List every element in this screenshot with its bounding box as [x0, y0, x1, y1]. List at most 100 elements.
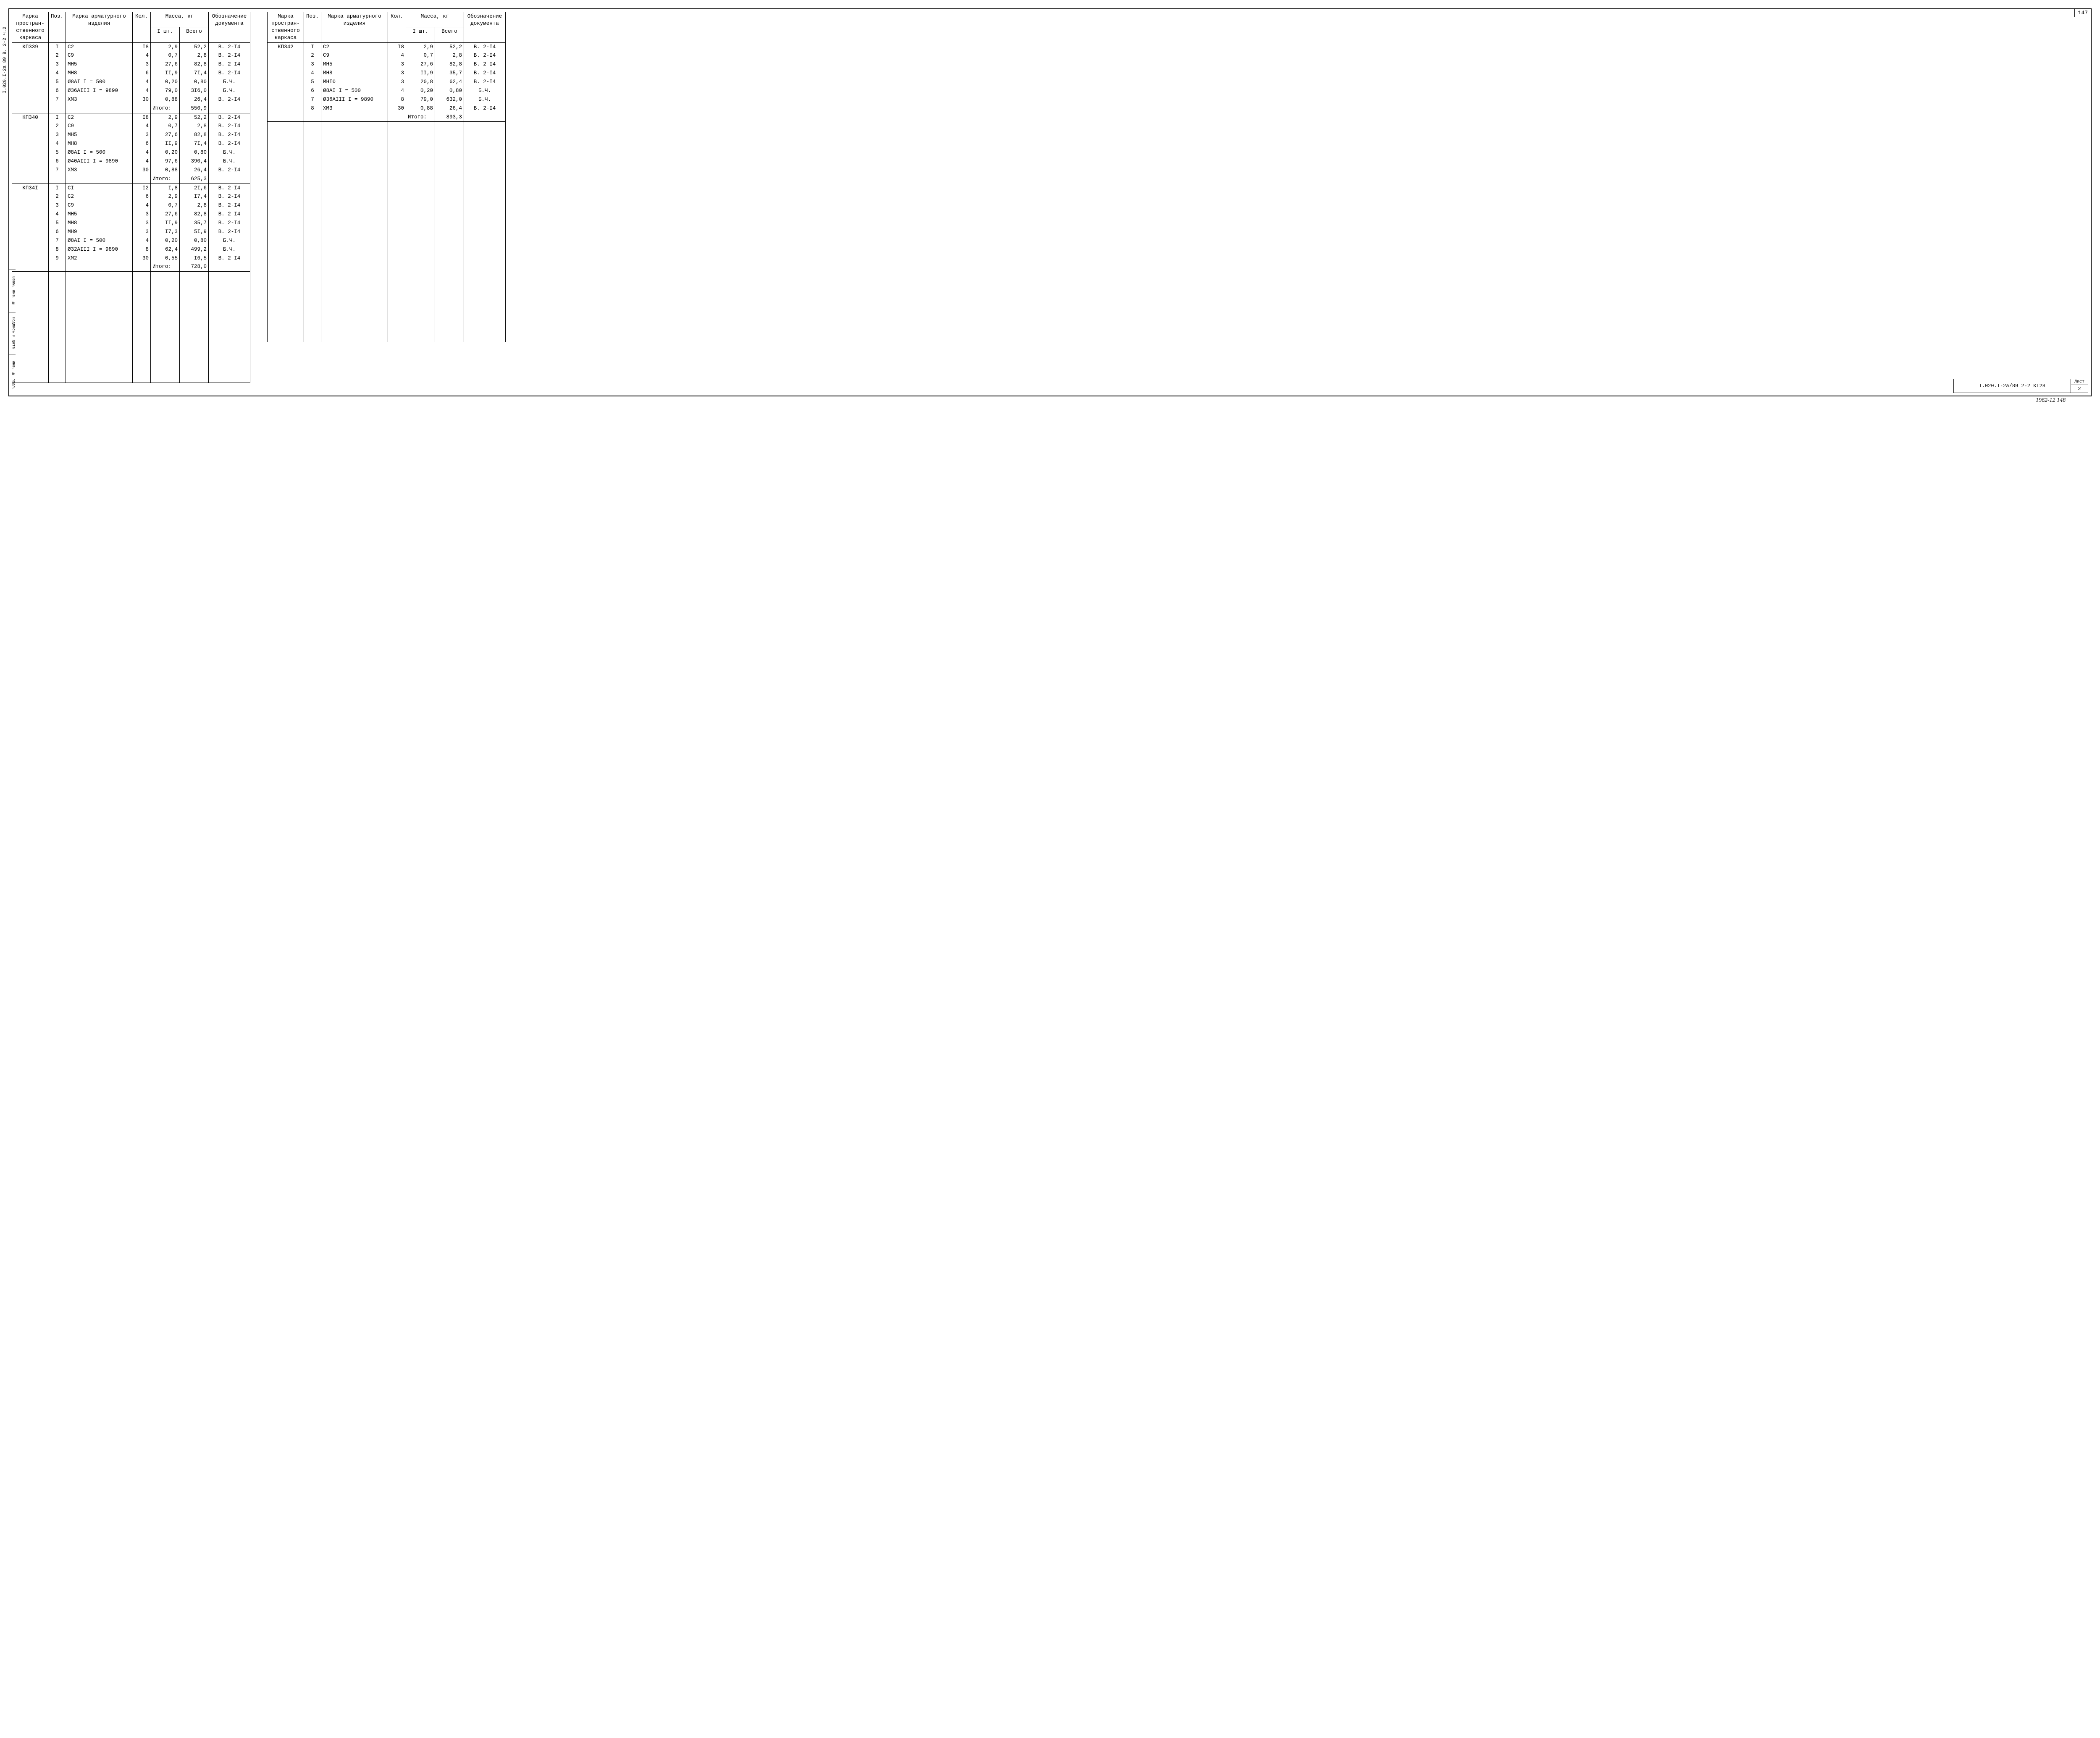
cell-massa-total: 52,2 [180, 42, 209, 51]
drawing-sheet: 147 І.020.І-2а 89 В. 2-2 ч.2 Взам. инв. … [8, 8, 2092, 396]
th-massa-unit: І шт. [406, 27, 435, 42]
cell-doc: В. 2-І4 [209, 201, 250, 210]
cell-kol: 3 [133, 228, 151, 236]
cell-doc: В. 2-І4 [209, 228, 250, 236]
cell-poz: 7 [49, 166, 66, 175]
cell-doc: Б.Ч. [209, 78, 250, 87]
cell-massa-unit: 79,0 [406, 95, 435, 104]
cell-kol: І8 [133, 42, 151, 51]
cell-empty [180, 272, 209, 383]
th-marka-karkasa: Марка простран-ственного каркаса [12, 12, 49, 43]
cell-izd: С2 [66, 113, 133, 122]
cell-massa-total: 2І,6 [180, 183, 209, 192]
cell-massa-total: 52,2 [180, 113, 209, 122]
cell-massa-total: 0,80 [180, 78, 209, 87]
cell-kol: І8 [388, 42, 406, 51]
cell-poz: 6 [49, 157, 66, 166]
table-body-right: КП342ІС2І82,952,2В. 2-І42С940,72,8В. 2-І… [268, 42, 506, 342]
cell-massa-total: 499,2 [180, 245, 209, 254]
cell-doc: В. 2-І4 [464, 42, 506, 51]
cell-empty [49, 104, 66, 113]
cell-izd: С2 [321, 42, 388, 51]
cell-empty [49, 262, 66, 271]
th-massa: Масса, кг [406, 12, 464, 27]
cell-itogo-value: 625,3 [180, 175, 209, 183]
page-number-top: 147 [2074, 8, 2092, 17]
th-massa-total: Всего [180, 27, 209, 42]
cell-izd: МН5 [66, 210, 133, 219]
cell-kol: І2 [133, 183, 151, 192]
th-kol: Кол. [133, 12, 151, 43]
cell-massa-unit: 2,9 [151, 113, 180, 122]
cell-doc: В. 2-І4 [209, 254, 250, 263]
cell-massa-unit: 0,7 [151, 122, 180, 131]
cell-empty [388, 113, 406, 122]
margin-label: Инв. № подл. [9, 354, 16, 396]
table-row: КП339ІС2І82,952,2В. 2-І4 [12, 42, 250, 51]
cell-izd: С9 [66, 122, 133, 131]
cell-doc: В. 2-І4 [209, 192, 250, 201]
cell-empty [304, 122, 321, 342]
cell-massa-unit: 0,88 [151, 95, 180, 104]
table-pad-row [268, 122, 506, 342]
cell-kol: 30 [388, 104, 406, 113]
cell-empty [133, 104, 151, 113]
cell-empty [209, 272, 250, 383]
cell-massa-total: 0,80 [180, 236, 209, 245]
cell-empty [388, 122, 406, 342]
cell-poz: 4 [49, 139, 66, 148]
group-name-cell: КП342 [268, 42, 304, 122]
cell-kol: 4 [133, 78, 151, 87]
cell-kol: 3 [388, 60, 406, 69]
cell-doc: В. 2-І4 [209, 51, 250, 60]
spec-table-left: Марка простран-ственного каркаса Поз. Ма… [12, 12, 250, 383]
cell-massa-total: 2,8 [435, 51, 464, 60]
cell-poz: 5 [49, 148, 66, 157]
spec-table-right: Марка простран-ственного каркаса Поз. Ма… [267, 12, 506, 342]
cell-massa-total: 82,8 [180, 210, 209, 219]
cell-izd: Ø40АІІІ І = 9890 [66, 157, 133, 166]
cell-izd: МН5 [321, 60, 388, 69]
cell-izd: МН9 [66, 228, 133, 236]
cell-izd: МН8 [321, 69, 388, 78]
cell-kol: 4 [133, 236, 151, 245]
cell-massa-total: 82,8 [435, 60, 464, 69]
cell-massa-unit: 0,20 [406, 87, 435, 95]
cell-izd: Ø8АІ І = 500 [66, 78, 133, 87]
cell-doc: Б.Ч. [209, 236, 250, 245]
cell-doc: В. 2-І4 [209, 60, 250, 69]
cell-itogo-value: 550,9 [180, 104, 209, 113]
cell-massa-total: 0,80 [435, 87, 464, 95]
cell-izd: Ø36АІІІ І = 9890 [66, 87, 133, 95]
cell-poz: 2 [49, 122, 66, 131]
cell-empty [464, 113, 506, 122]
cell-kol: 4 [388, 87, 406, 95]
cell-poz: 5 [49, 78, 66, 87]
cell-massa-total: 2,8 [180, 51, 209, 60]
cell-poz: 8 [49, 245, 66, 254]
cell-poz: 4 [49, 69, 66, 78]
cell-empty [66, 175, 133, 183]
cell-kol: 3 [133, 60, 151, 69]
cell-kol: 4 [133, 201, 151, 210]
cell-izd: Ø32АІІІ І = 9890 [66, 245, 133, 254]
cell-kol: 4 [133, 157, 151, 166]
cell-itogo-label: Итого: [151, 104, 180, 113]
cell-massa-unit: 0,20 [151, 148, 180, 157]
cell-kol: 6 [133, 192, 151, 201]
cell-kol: 4 [133, 51, 151, 60]
cell-empty [66, 104, 133, 113]
table-head: Марка простран-ственного каркаса Поз. Ма… [268, 12, 506, 43]
cell-empty [321, 122, 388, 342]
table-row: КП34ІІСІІ2І,82І,6В. 2-І4 [12, 183, 250, 192]
cell-kol: 3 [133, 210, 151, 219]
cell-izd: ХМ3 [66, 95, 133, 104]
group-name-cell: КП340 [12, 113, 49, 183]
cell-kol: 3 [388, 69, 406, 78]
cell-poz: 6 [304, 87, 321, 95]
title-block-stamp: І.020.І-2а/89 2-2 КІ28 Лист 2 [1953, 379, 2088, 393]
cell-poz: 7 [49, 95, 66, 104]
cell-massa-unit: 79,0 [151, 87, 180, 95]
cell-massa-unit: ІІ,9 [151, 69, 180, 78]
cell-doc: Б.Ч. [209, 157, 250, 166]
